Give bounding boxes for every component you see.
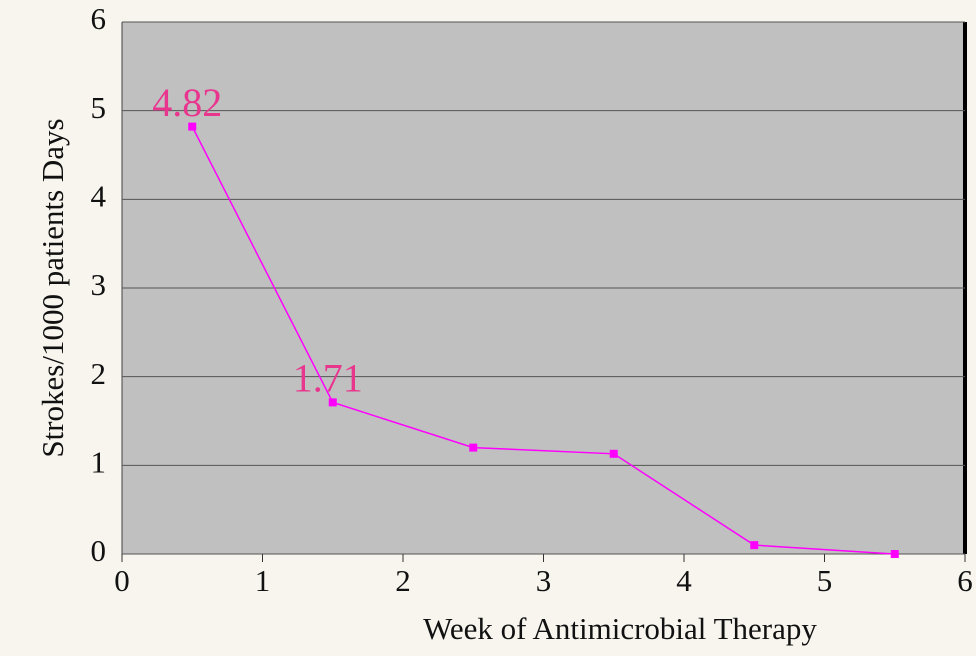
marker bbox=[328, 398, 337, 407]
line bbox=[191, 126, 895, 555]
x-tick-label: 4 bbox=[676, 563, 692, 598]
x-tick-label: 1 bbox=[255, 563, 271, 598]
y-tick-label: 0 bbox=[91, 533, 107, 568]
x-axis-label: Week of Antimicrobial Therapy bbox=[423, 611, 817, 646]
x-tick-label: 2 bbox=[395, 563, 411, 598]
y-tick-label: 5 bbox=[91, 90, 107, 125]
y-tick-label: 6 bbox=[91, 1, 107, 36]
marker bbox=[890, 550, 899, 558]
y-axis-label: Strokes/1000 patients Days bbox=[35, 118, 70, 457]
x-tick-label: 3 bbox=[536, 563, 552, 598]
marker bbox=[469, 443, 478, 452]
marker bbox=[188, 122, 197, 131]
y-tick-label: 3 bbox=[91, 267, 107, 302]
marker bbox=[609, 449, 618, 458]
data-label: 1.71 bbox=[293, 356, 363, 401]
data-label: 4.82 bbox=[152, 80, 222, 125]
y-tick-label: 1 bbox=[91, 444, 107, 479]
x-tick-label: 6 bbox=[957, 563, 973, 598]
marker bbox=[750, 541, 759, 550]
x-tick-label: 0 bbox=[114, 563, 130, 598]
y-tick-label: 4 bbox=[91, 178, 107, 213]
y-tick-label: 2 bbox=[91, 356, 107, 391]
x-tick-label: 5 bbox=[817, 563, 833, 598]
